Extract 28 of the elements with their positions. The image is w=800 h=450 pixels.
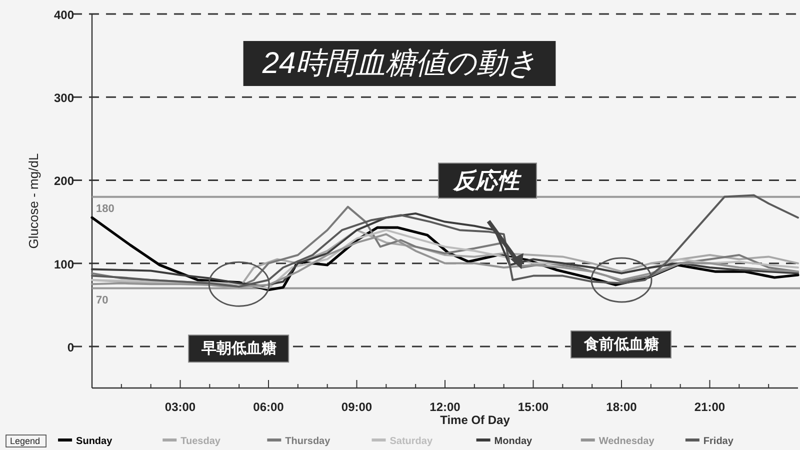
x-tick-label: 03:00 <box>164 400 196 414</box>
ref-line-label: 180 <box>96 202 114 215</box>
x-tick-label: 12:00 <box>430 400 461 414</box>
x-tick-label: 09:00 <box>341 400 372 414</box>
ref-line-label: 70 <box>96 294 108 306</box>
annotation: 早朝低血糖 <box>200 340 277 358</box>
legend-label: Monday <box>494 436 533 447</box>
y-tick-label: 300 <box>54 91 74 106</box>
y-tick-label: 100 <box>54 257 74 272</box>
legend-label: Saturday <box>390 436 433 447</box>
legend-label: Friday <box>703 436 734 447</box>
y-tick-label: 200 <box>54 174 74 188</box>
y-axis-title: Glucose - mg/dL <box>26 153 41 249</box>
annotation: 反応性 <box>452 168 522 194</box>
y-tick-label: 400 <box>54 8 74 22</box>
legend-label: Thursday <box>285 436 331 447</box>
y-tick-label: 0 <box>67 340 74 354</box>
x-tick-label: 06:00 <box>253 400 284 414</box>
x-tick-label: 18:00 <box>606 400 638 414</box>
legend-label: Tuesday <box>180 436 221 447</box>
x-axis-title: Time Of Day <box>440 413 510 427</box>
legend-label: Wednesday <box>598 436 655 447</box>
legend-label: Sunday <box>76 436 113 447</box>
text: 24時間血糖値の動き <box>261 47 538 80</box>
x-tick-label: 21:00 <box>694 400 726 414</box>
legend-title: Legend <box>10 436 40 446</box>
x-tick-label: 15:00 <box>518 400 549 414</box>
annotation: 食前低血糖 <box>583 336 659 353</box>
